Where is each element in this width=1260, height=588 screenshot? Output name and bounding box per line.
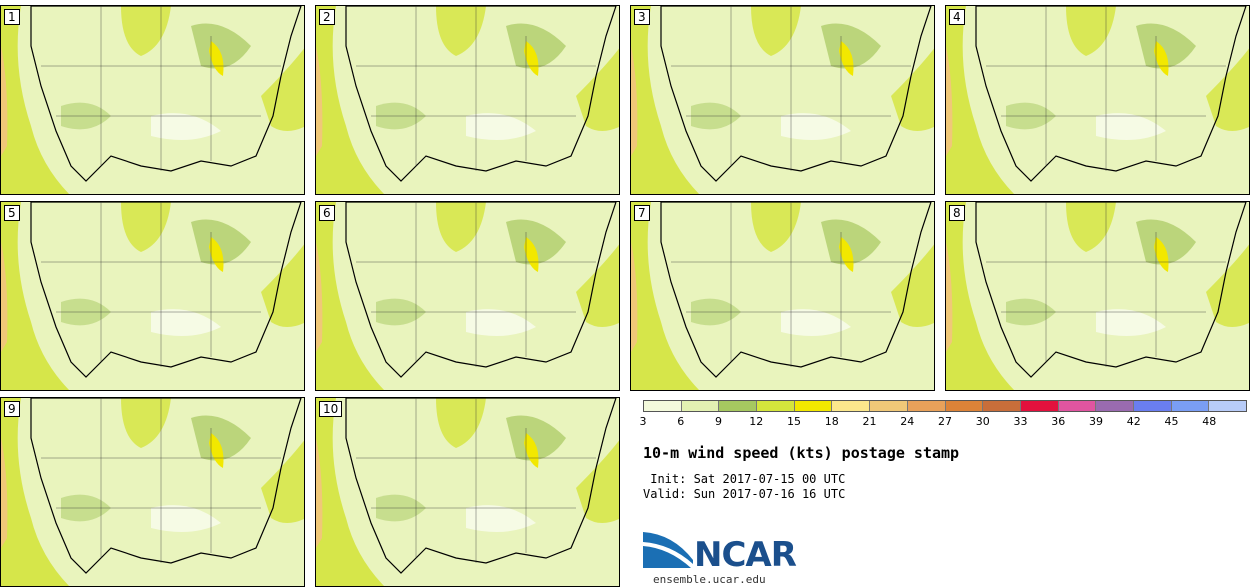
wind-map-icon [631, 202, 934, 390]
panel-number: 3 [634, 9, 650, 25]
panel-number: 9 [4, 401, 20, 417]
map-panel-9: 9 [0, 397, 305, 587]
colorbar-tick-label: 12 [749, 415, 764, 428]
panel-number: 2 [319, 9, 335, 25]
colorbar-tick-label: 42 [1126, 415, 1141, 428]
colorbar-segment [644, 401, 682, 411]
panel-number: 1 [4, 9, 20, 25]
wind-map-icon [631, 6, 934, 194]
colorbar-segment [1058, 401, 1097, 411]
colorbar-segment [832, 401, 871, 411]
colorbar-segment [1096, 401, 1134, 411]
colorbar-tick-label: 15 [787, 415, 801, 428]
map-panel-6: 6 [315, 201, 620, 391]
panel-number: 4 [949, 9, 965, 25]
colorbar-segment [907, 401, 946, 411]
colorbar-tick-label: 39 [1089, 415, 1103, 428]
colorbar-segment [1133, 401, 1172, 411]
wind-map-icon [946, 202, 1249, 390]
colorbar-tick-label: 21 [862, 415, 877, 428]
map-panel-1: 1 [0, 5, 305, 195]
colorbar-segment [681, 401, 720, 411]
map-panel-4: 4 [945, 5, 1250, 195]
wind-map-icon [946, 6, 1249, 194]
panel-number: 8 [949, 205, 965, 221]
map-panel-2: 2 [315, 5, 620, 195]
colorbar-tick-label: 24 [900, 415, 915, 428]
colorbar-tick-label: 36 [1051, 415, 1066, 428]
colorbar-tick-label: 18 [824, 415, 839, 428]
wind-map-icon [1, 6, 304, 194]
map-panel-10: 10 [315, 397, 620, 587]
valid-time: Valid: Sun 2017-07-16 16 UTC [643, 487, 846, 501]
colorbar-segment [757, 401, 795, 411]
logo-text: NCAR [694, 535, 797, 575]
map-panel-3: 3 [630, 5, 935, 195]
colorbar-tick-label: 3 [639, 415, 647, 428]
ncar-logo-icon [643, 532, 693, 568]
wind-map-icon [1, 202, 304, 390]
colorbar-segment [794, 401, 833, 411]
map-panel-8: 8 [945, 201, 1250, 391]
map-panel-7: 7 [630, 201, 935, 391]
colorbar-segment [945, 401, 984, 411]
colorbar-tick-label: 45 [1164, 415, 1179, 428]
colorbar [643, 400, 1247, 412]
colorbar-segment [1020, 401, 1059, 411]
colorbar-tick-label: 33 [1013, 415, 1028, 428]
wind-map-icon [1, 398, 304, 586]
panel-number: 5 [4, 205, 20, 221]
colorbar-segment [983, 401, 1021, 411]
website-link[interactable]: ensemble.ucar.edu [653, 573, 766, 586]
wind-map-icon [316, 202, 619, 390]
wind-map-icon [316, 6, 619, 194]
panel-number: 10 [319, 401, 343, 417]
chart-title: 10-m wind speed (kts) postage stamp [643, 444, 960, 462]
colorbar-tick-label: 9 [715, 415, 722, 428]
colorbar-tick-label: 27 [938, 415, 952, 428]
panel-number: 7 [634, 205, 650, 221]
colorbar-segment [1209, 401, 1246, 411]
init-time: Init: Sat 2017-07-15 00 UTC [643, 472, 846, 486]
colorbar-segment [719, 401, 758, 411]
colorbar-segment [870, 401, 908, 411]
map-panel-5: 5 [0, 201, 305, 391]
wind-map-icon [316, 398, 619, 586]
colorbar-tick-label: 48 [1202, 415, 1217, 428]
colorbar-tick-label: 6 [677, 415, 685, 428]
colorbar-tick-label: 30 [975, 415, 990, 428]
colorbar-segment [1171, 401, 1210, 411]
panel-number: 6 [319, 205, 335, 221]
